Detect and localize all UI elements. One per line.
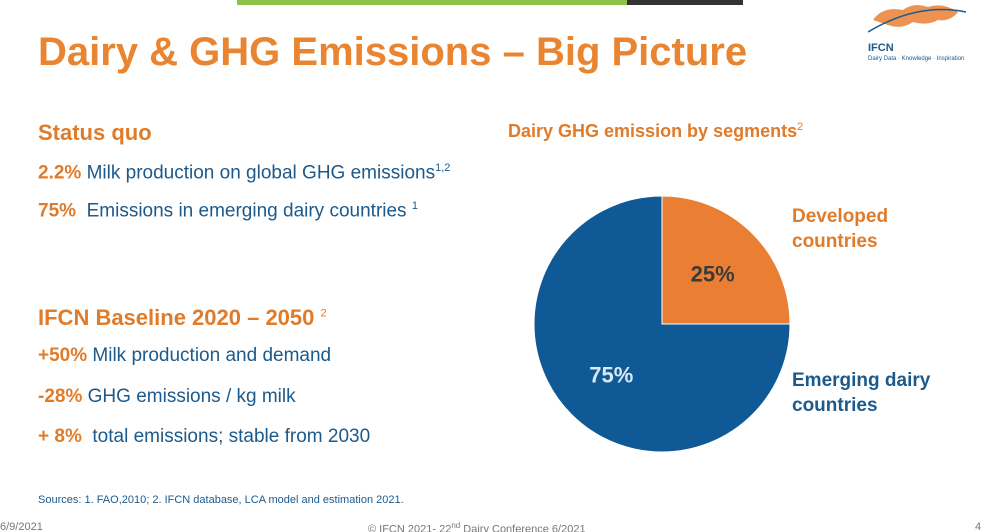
text: total emissions; stable from 2030: [92, 426, 371, 447]
top-bar-dark: [627, 0, 743, 5]
pie-slice: [533, 195, 791, 453]
footer-copyright: © IFCN 2021- 22nd Dairy Conference 6/202…: [368, 521, 586, 532]
figure: + 8%: [38, 426, 82, 447]
slice-label: Developed countries: [792, 206, 889, 252]
status-item: 2.2% Milk production on global GHG emiss…: [38, 162, 450, 184]
figure: +50%: [38, 345, 88, 366]
page-number: 4: [975, 521, 982, 532]
pie-slice: [661, 195, 791, 325]
text: Emissions in emerging dairy countries: [86, 200, 407, 222]
sup: nd: [451, 521, 461, 530]
slice-label: Emerging dairy countries: [792, 370, 931, 416]
baseline-item: + 8% total emissions; stable from 2030: [38, 426, 370, 448]
note: 1: [411, 200, 418, 212]
chart-title: Dairy GHG emission by segments2: [508, 121, 803, 142]
status-heading: Status quo: [38, 120, 152, 145]
text: Dairy Conference 6/2021: [460, 523, 586, 532]
note: 2: [797, 121, 804, 133]
text: Milk production on global GHG emissions: [86, 162, 436, 184]
logo-tagline: Dairy Data · Knowledge · Inspiration: [868, 56, 965, 62]
sources: Sources: 1. FAO,2010; 2. IFCN database, …: [38, 494, 404, 506]
baseline-item: +50% Milk production and demand: [38, 345, 331, 367]
figure: 75%: [38, 200, 77, 222]
title: Dairy GHG emission by segments: [508, 121, 798, 141]
value-label: 25%: [691, 261, 735, 286]
heading: IFCN Baseline 2020 – 2050: [38, 305, 315, 330]
baseline-item: -28% GHG emissions / kg milk: [38, 386, 296, 408]
logo-map: [868, 5, 967, 33]
title: Dairy & GHG Emissions – Big Picture: [38, 30, 748, 74]
text: GHG emissions / kg milk: [87, 386, 296, 407]
pie-chart: 25% 75%: [533, 195, 791, 453]
baseline-heading: IFCN Baseline 2020 – 2050 2: [38, 305, 327, 331]
footer-date: 6/9/2021: [0, 521, 43, 532]
status-item: 75% Emissions in emerging dairy countrie…: [38, 200, 418, 222]
text: Milk production and demand: [92, 345, 332, 366]
figure: 2.2%: [38, 162, 82, 184]
value-label: 75%: [589, 363, 633, 388]
note: 2: [320, 307, 327, 320]
figure: -28%: [38, 386, 83, 407]
logo-name: IFCN: [868, 42, 894, 54]
text: © IFCN 2021- 22: [368, 523, 452, 532]
note: 1,2: [435, 162, 451, 174]
top-bar: [237, 0, 627, 5]
